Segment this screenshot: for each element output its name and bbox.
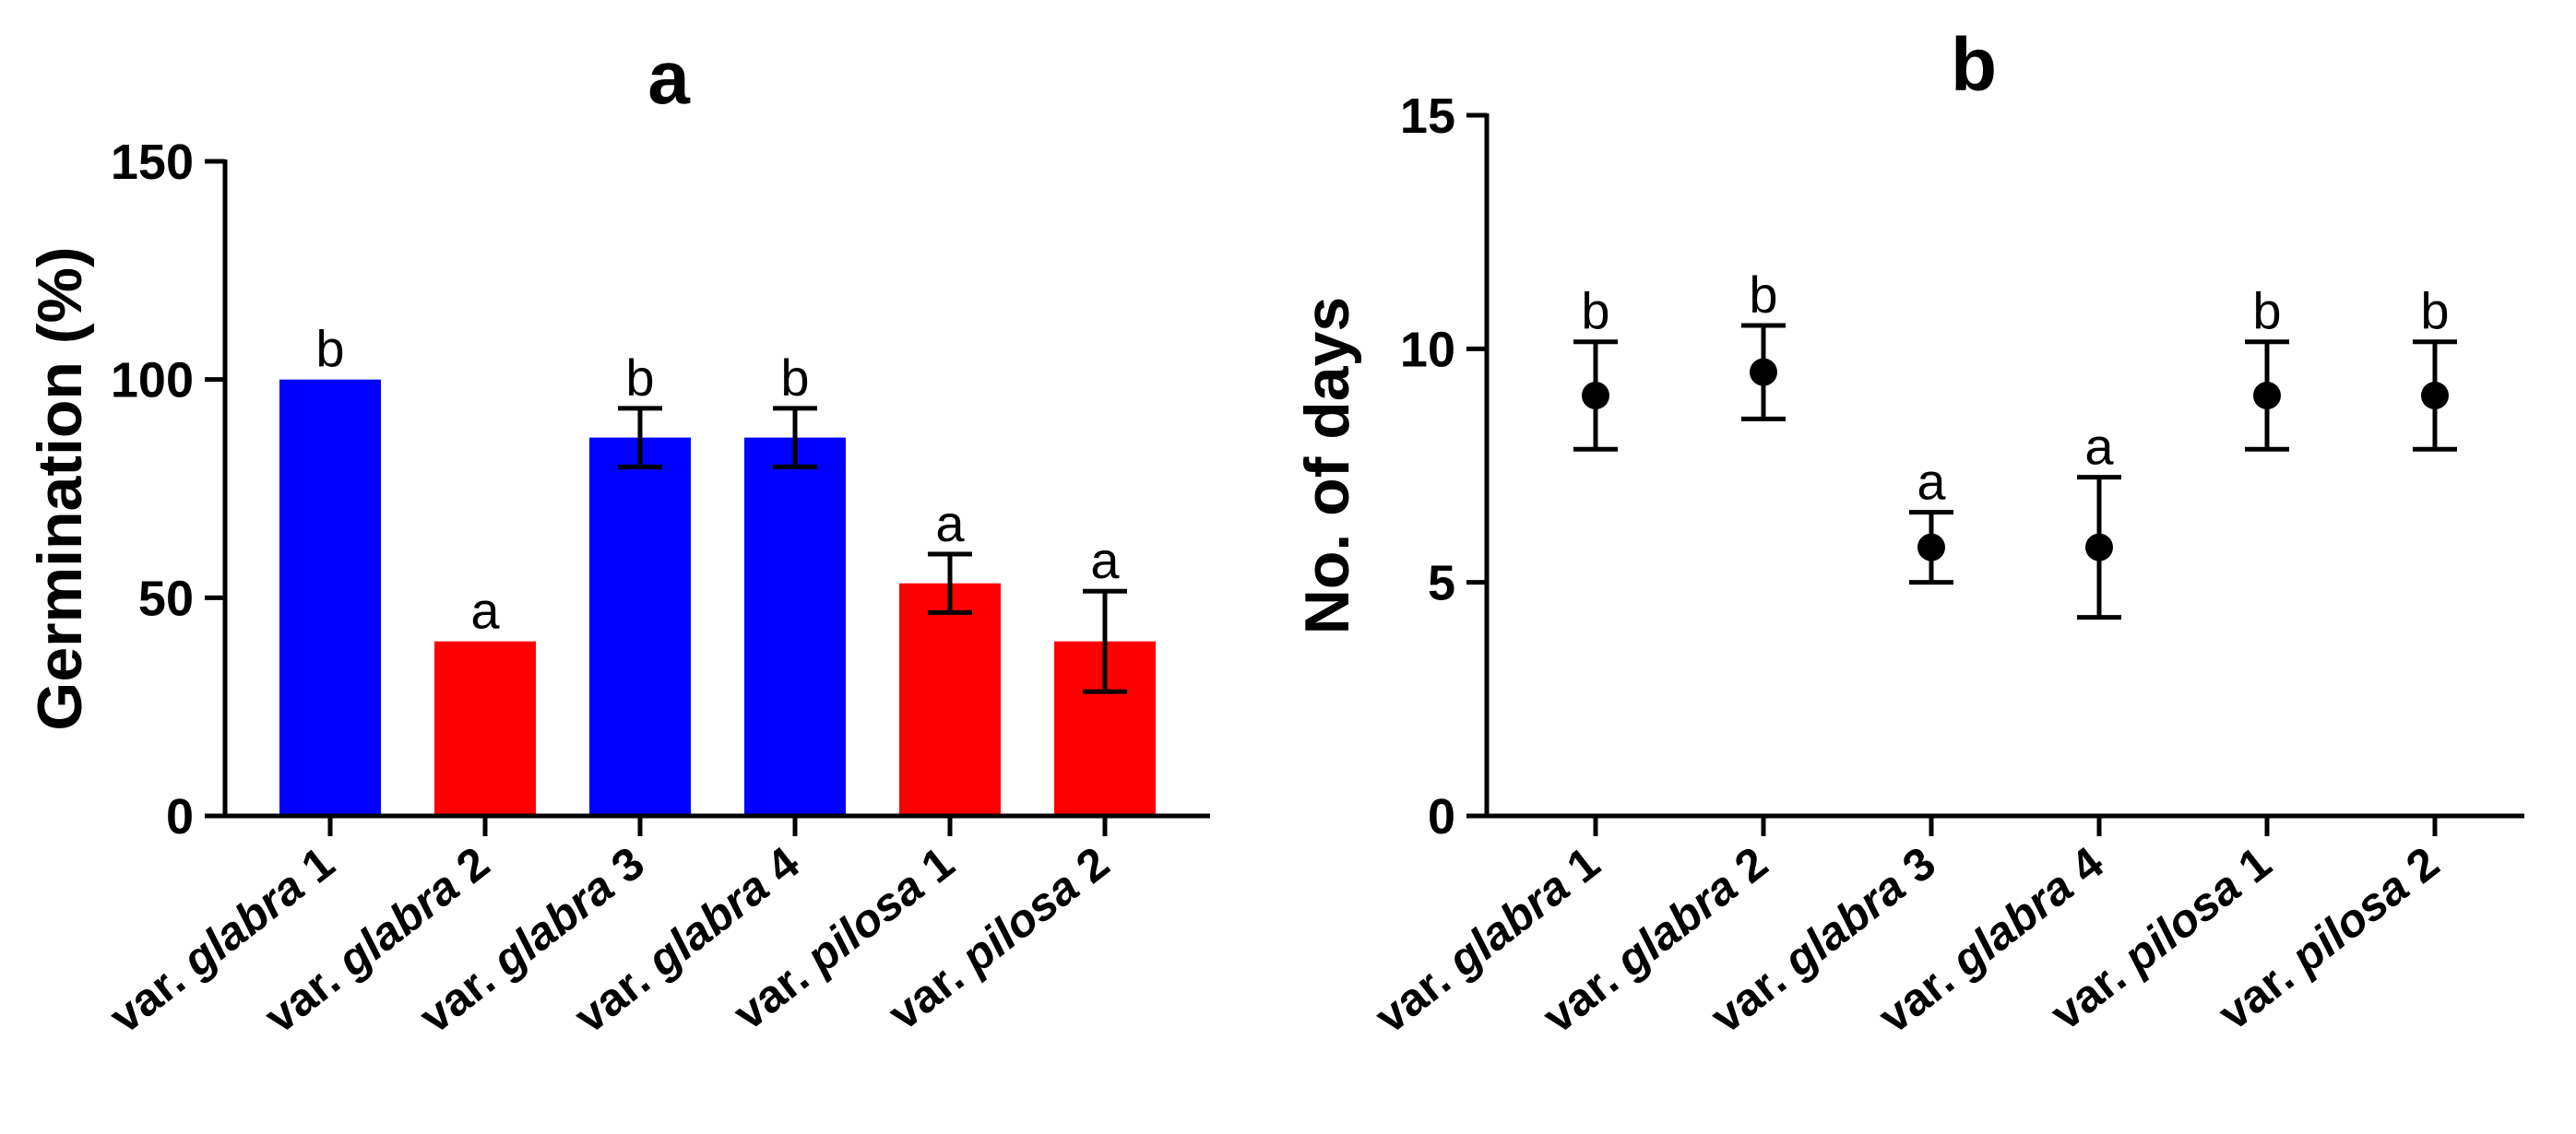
- y-tick-label: 0: [166, 789, 194, 845]
- y-tick-label: 0: [1428, 789, 1455, 845]
- significance-letter: b: [1749, 266, 1777, 324]
- significance-letter: a: [2084, 418, 2114, 476]
- y-tick-label: 50: [138, 571, 194, 626]
- significance-letter: a: [935, 494, 965, 552]
- data-point: [2253, 382, 2281, 409]
- y-tick-label: 5: [1428, 556, 1455, 611]
- significance-letter: a: [470, 582, 500, 640]
- bar: [744, 437, 846, 816]
- y-tick-label: 150: [111, 135, 194, 190]
- bar: [434, 641, 536, 816]
- significance-letter: b: [2252, 282, 2281, 340]
- significance-letter: b: [625, 348, 654, 407]
- significance-letter: b: [2420, 282, 2449, 340]
- bar: [279, 379, 381, 816]
- data-point: [1917, 533, 1945, 561]
- y-tick-label: 100: [111, 353, 194, 408]
- y-tick-label: 15: [1400, 89, 1455, 144]
- significance-letter: a: [1917, 453, 1946, 511]
- y-axis-title: Germination (%): [25, 246, 95, 730]
- data-point: [2421, 382, 2449, 409]
- data-point: [2085, 533, 2113, 561]
- panel-title: b: [1951, 23, 1997, 107]
- significance-letter: b: [1581, 282, 1609, 340]
- bar: [589, 437, 691, 816]
- panel-title: a: [647, 36, 691, 120]
- y-tick-label: 10: [1400, 322, 1455, 377]
- data-point: [1750, 358, 1777, 386]
- y-axis-title: No. of days: [1292, 297, 1362, 635]
- bar: [899, 583, 1001, 816]
- significance-letter: b: [780, 348, 809, 407]
- significance-letter: b: [315, 320, 344, 378]
- significance-letter: a: [1090, 531, 1120, 589]
- data-point: [1582, 382, 1609, 409]
